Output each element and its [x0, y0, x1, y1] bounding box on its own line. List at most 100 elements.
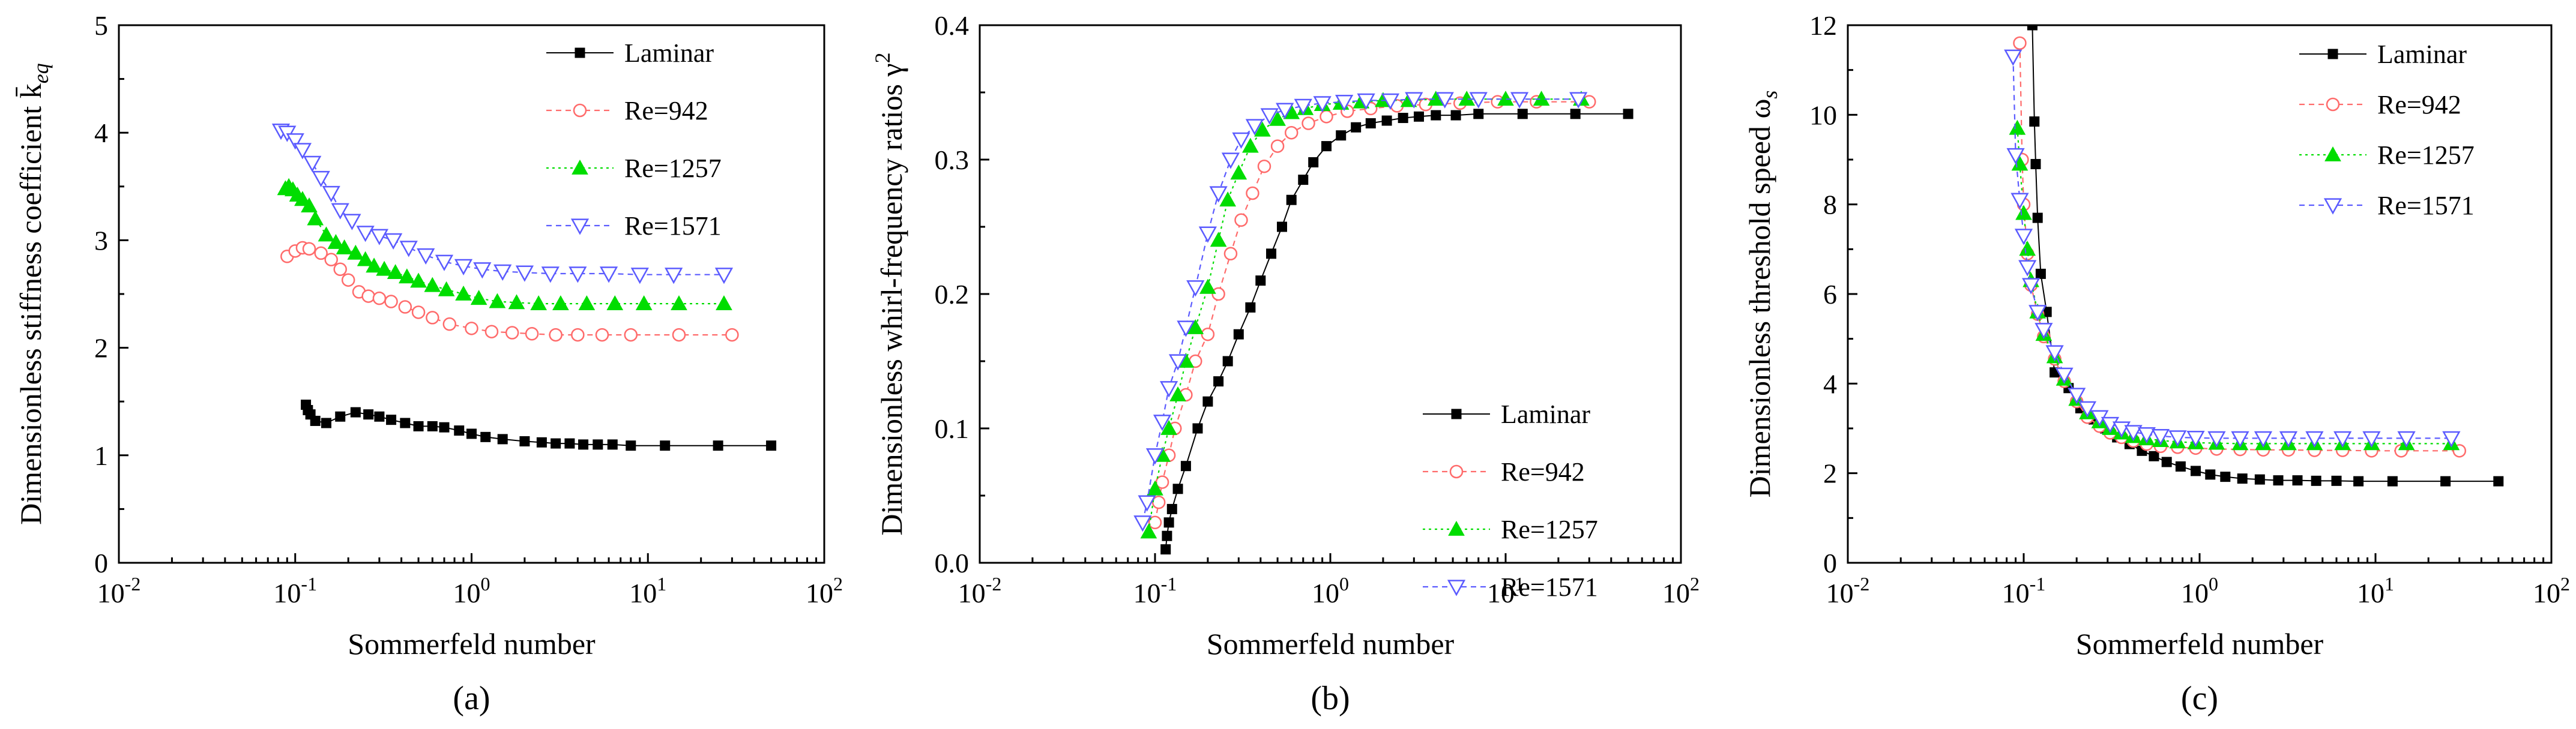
data-point: [569, 266, 587, 283]
data-point: [2018, 260, 2037, 277]
data-point: [343, 214, 361, 230]
data-point: [293, 143, 312, 160]
x-tick-exponent: -2: [986, 573, 1002, 595]
series-re-1257: [277, 178, 732, 311]
data-point: [1302, 116, 1315, 130]
data-point: [1365, 118, 1376, 129]
y-axis-title-main: Dimensionless threshold speed ω: [1743, 99, 1776, 498]
y-tick-label: 5: [94, 10, 108, 41]
y-axis-title: Dimensionless stiffness coefficient k̄eq: [14, 63, 53, 525]
data-point: [322, 185, 340, 203]
legend-label: Re=942: [1501, 457, 1585, 487]
data-point: [2151, 429, 2170, 446]
x-tick-exponent: -1: [301, 573, 317, 595]
legend-marker: [1448, 520, 1465, 536]
data-point: [607, 439, 618, 450]
data-point: [2305, 431, 2324, 448]
x-tick-label: 10-1: [1133, 573, 1177, 608]
data-point: [413, 421, 424, 431]
y-tick-label: 2: [94, 333, 108, 364]
legend: Laminar Re=942 Re=1257 Re=1571: [1423, 400, 1598, 602]
data-point: [1202, 396, 1213, 407]
data-point: [410, 272, 427, 288]
data-point: [417, 248, 435, 265]
data-point: [1435, 92, 1454, 109]
data-point: [1266, 248, 1277, 259]
data-point: [1219, 191, 1237, 207]
panel-label: (b): [1311, 680, 1350, 717]
series-re-1571: [271, 123, 734, 284]
legend-marker: [573, 103, 587, 118]
plot-area: [1133, 91, 1633, 555]
data-point: [1533, 91, 1550, 106]
data-point: [1245, 119, 1264, 136]
series-re-1571: [1133, 92, 1588, 532]
data-point: [1351, 122, 1362, 133]
x-tick-base: 10: [1826, 578, 1854, 608]
data-point: [2207, 431, 2226, 448]
x-tick-label: 101: [1487, 573, 1524, 608]
legend-label: Re=1257: [2377, 140, 2475, 170]
plot-area: [2004, 25, 2504, 487]
x-axis-title: Sommerfeld number: [2076, 627, 2324, 661]
data-point: [2045, 345, 2064, 362]
data-point: [473, 262, 492, 279]
data-point: [714, 268, 734, 284]
x-tick-label: 102: [1662, 573, 1700, 608]
data-point: [301, 197, 318, 212]
data-point: [2019, 241, 2036, 256]
data-point: [426, 311, 439, 325]
data-point: [1497, 91, 1514, 106]
legend-marker: [1447, 580, 1466, 596]
data-point: [372, 291, 387, 305]
x-tick-base: 10: [1312, 578, 1339, 608]
data-point: [442, 317, 457, 331]
data-point: [1230, 164, 1247, 180]
x-tick-label: 10-1: [2002, 573, 2046, 608]
data-point: [660, 440, 671, 451]
data-point: [310, 415, 321, 426]
data-point: [489, 293, 506, 308]
x-tick-exponent: 0: [1339, 573, 1349, 595]
data-point: [331, 203, 349, 220]
x-tick-exponent: 1: [657, 573, 666, 595]
data-point: [1198, 226, 1217, 243]
legend-marker: [575, 47, 585, 58]
data-point: [1398, 113, 1408, 124]
data-point: [2168, 430, 2187, 447]
data-point: [466, 428, 477, 439]
data-point: [1211, 287, 1225, 301]
data-point: [363, 409, 374, 420]
data-point: [286, 133, 304, 150]
data-point: [307, 210, 324, 226]
data-point: [399, 241, 418, 257]
data-point: [424, 277, 441, 292]
data-point: [294, 191, 311, 206]
data-point: [599, 266, 618, 283]
data-point: [1298, 175, 1309, 185]
x-tick-exponent: 2: [833, 573, 843, 595]
data-point: [1381, 93, 1400, 110]
data-point: [2353, 476, 2364, 487]
data-point: [713, 440, 723, 451]
data-point: [1180, 461, 1191, 472]
data-point: [361, 289, 375, 303]
data-point: [1153, 415, 1172, 431]
data-point: [336, 239, 353, 254]
data-point: [515, 265, 534, 282]
data-point: [327, 233, 345, 249]
y-tick-label: 0.1: [935, 413, 970, 444]
data-point: [366, 257, 382, 273]
x-tick-base: 10: [97, 578, 125, 608]
data-point: [398, 268, 415, 284]
panel-label: (a): [453, 680, 490, 717]
data-point: [1138, 495, 1156, 512]
data-point: [1162, 530, 1172, 541]
y-axis-title: Dimensionless threshold speed ωs: [1743, 91, 1782, 498]
y-axis-title-main: Dimensionless stiffness coefficient k̄: [14, 83, 47, 525]
x-tick-exponent: -2: [1854, 573, 1870, 595]
data-point: [541, 266, 560, 283]
data-point: [1260, 108, 1279, 125]
data-point: [2029, 305, 2047, 322]
